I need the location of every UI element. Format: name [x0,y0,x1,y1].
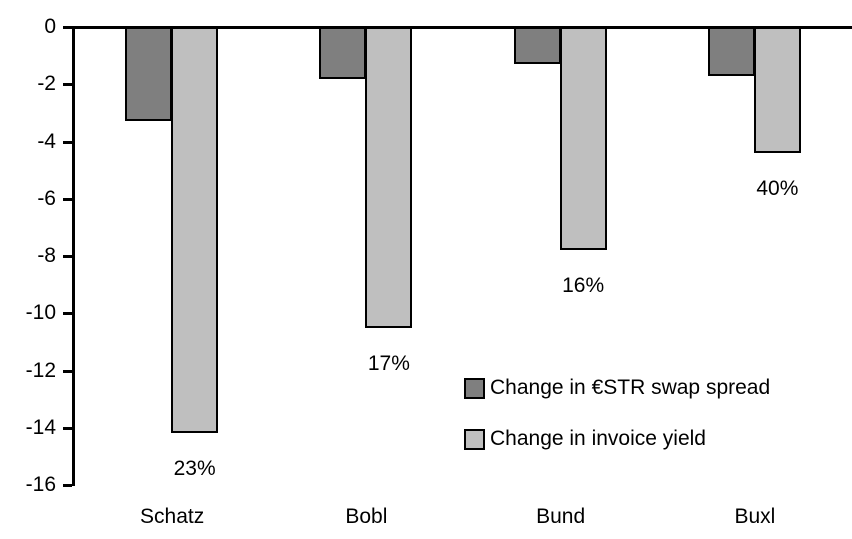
x-axis-zero-line [66,26,852,29]
y-axis-line [72,26,75,486]
bar-data-label: 16% [562,274,605,298]
bar-data-label: 40% [756,176,799,200]
legend: Change in €STR swap spread Change in inv… [464,377,770,479]
bar-data-label: 17% [367,351,410,375]
legend-label-swap-spread: Change in €STR swap spread [490,376,771,399]
y-tick-label: -8 [37,244,56,267]
category-label-buxl: Buxl [734,505,776,528]
y-tick-mark [63,197,72,201]
y-tick-label: -10 [25,301,56,325]
y-tick-mark [63,369,72,373]
bar-invoice-yield-buxl [753,27,801,153]
y-tick-mark [63,83,72,87]
category-label-bund: Bund [536,505,586,528]
y-tick-mark [63,255,72,258]
bar-swap-spread-bund [513,27,561,65]
legend-item-swap-spread: Change in €STR swap spread [464,377,770,399]
legend-label-invoice-yield: Change in invoice yield [490,427,706,450]
bar-swap-spread-schatz [125,27,173,122]
y-tick-label: -2 [37,72,56,96]
bar-swap-spread-bobl [319,27,367,79]
y-tick-label: -6 [37,186,56,210]
y-tick-label: -12 [25,358,56,382]
legend-swatch-swap-spread [464,377,485,399]
y-tick-label: 0 [44,15,56,38]
y-tick-label: -4 [37,129,56,153]
bar-data-label: 23% [173,457,216,481]
legend-swatch-invoice-yield [464,428,485,450]
category-label-schatz: Schatz [140,505,205,528]
legend-item-invoice-yield: Change in invoice yield [464,428,770,450]
y-tick-mark [63,312,72,316]
y-tick-mark [63,26,72,29]
y-tick-mark [63,426,72,430]
category-label-bobl: Bobl [345,505,388,528]
y-tick-label: -16 [25,473,56,496]
bar-invoice-yield-schatz [171,27,219,434]
y-tick-mark [63,484,72,487]
y-tick-mark [63,140,72,144]
bar-invoice-yield-bund [559,27,607,251]
y-tick-label: -14 [25,415,56,439]
bar-invoice-yield-bobl [365,27,413,328]
bar-swap-spread-buxl [707,27,755,76]
